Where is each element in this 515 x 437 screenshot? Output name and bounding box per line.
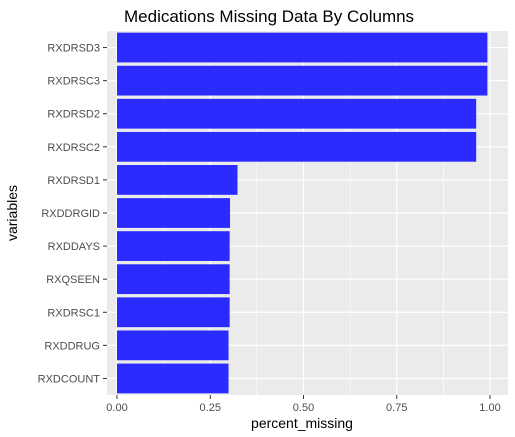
x-tick-label: 0.75	[386, 402, 407, 414]
y-tick-label: RXDCOUNT	[38, 373, 101, 385]
bar-rxdrsd3	[117, 32, 488, 63]
y-tick-label: RXDDAYS	[48, 241, 100, 253]
x-axis-title: percent_missing	[251, 415, 353, 431]
x-tick-label: 0.25	[200, 402, 221, 414]
bar-rxdcount	[117, 363, 229, 394]
bar-rxdrsc1	[117, 297, 230, 328]
y-tick-label: RXDRSD3	[47, 43, 100, 55]
bar-rxddrug	[117, 330, 229, 361]
bar-rxddays	[117, 231, 230, 261]
y-axis-title: variables	[4, 185, 20, 241]
y-tick-label: RXDRSC3	[47, 76, 100, 88]
bar-rxdrsc3	[117, 65, 488, 96]
bar-rxdrsd1	[117, 165, 238, 195]
y-tick-label: RXDRSD1	[47, 175, 100, 187]
y-tick-label: RXDRSC1	[47, 307, 100, 319]
y-tick-label: RXDDRGID	[41, 208, 100, 220]
y-tick-label: RXDRSC2	[47, 142, 100, 154]
x-tick-label: 0.50	[293, 402, 314, 414]
y-axis-ticks: RXDRSD3 RXDRSC3 RXDRSD2 RXDRSC2 RXDRSD1 RXDDR…	[38, 43, 107, 385]
y-tick-label: RXDDRUG	[44, 340, 100, 352]
bar-rxdrsd2	[117, 98, 477, 129]
x-axis-ticks: 0.00 0.25 0.50 0.75 1.00	[106, 395, 501, 414]
y-tick-label: RXDRSD2	[47, 109, 100, 121]
bar-rxdrsc2	[117, 131, 477, 162]
bars	[117, 32, 488, 394]
bar-rxddrgid	[117, 198, 231, 228]
chart-title: Medications Missing Data By Columns	[124, 7, 414, 26]
y-tick-label: RXQSEEN	[46, 274, 100, 286]
bar-rxqseen	[117, 264, 230, 295]
x-tick-label: 1.00	[479, 402, 500, 414]
x-tick-label: 0.00	[106, 402, 127, 414]
